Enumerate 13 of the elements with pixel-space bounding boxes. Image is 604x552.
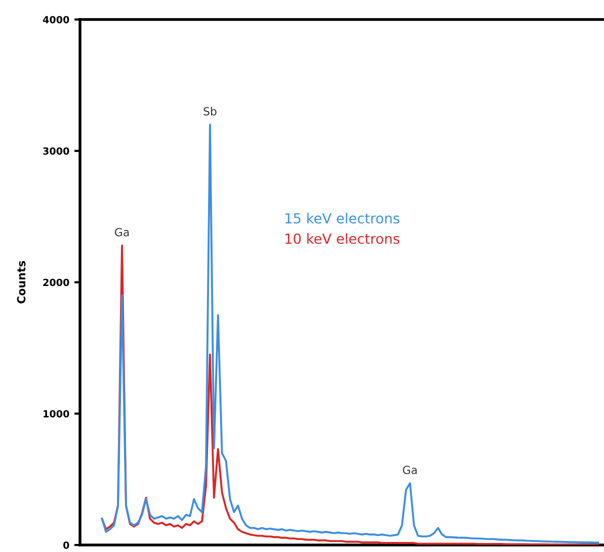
y-tick-label: 2000 — [43, 278, 70, 286]
y-tick-label: 3000 — [43, 147, 70, 155]
text: 10 keV electrons — [286, 233, 400, 244]
annotation: Ga — [114, 228, 129, 236]
y-tick-label: 4000 — [42, 16, 70, 24]
annotation: Sb — [204, 106, 216, 116]
line-series — [101, 244, 599, 545]
y-tick-label: 1000 — [44, 410, 70, 418]
annotation: Ga — [402, 466, 417, 474]
line-series — [101, 124, 599, 544]
text: 15 keV electrons — [286, 212, 400, 224]
y-tick-label: 0 — [63, 541, 70, 549]
y-axis-title: Counts — [17, 261, 26, 304]
